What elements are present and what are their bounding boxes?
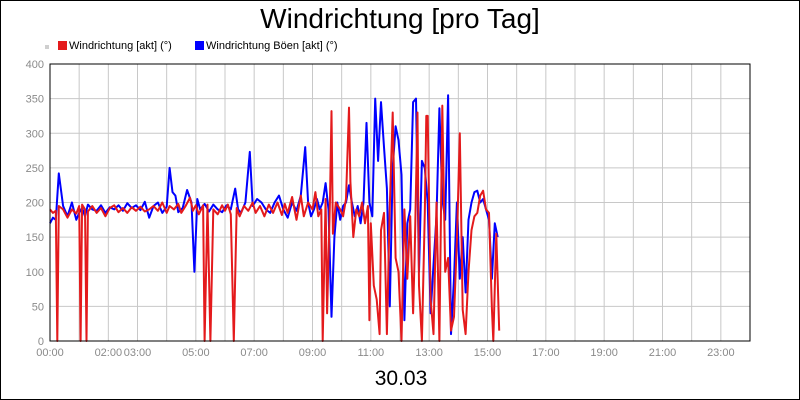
- x-tick-label: 19:00: [590, 347, 618, 359]
- legend-item-series-2: Windrichtung Böen [akt] (°): [195, 40, 338, 52]
- y-tick-label: 150: [26, 232, 44, 244]
- x-tick-label: 05:00: [182, 347, 210, 359]
- x-tick-label: 03:00: [124, 347, 152, 359]
- y-tick-label: 250: [26, 163, 44, 175]
- x-tick-label: 23:00: [707, 347, 735, 359]
- y-tick-label: 50: [32, 301, 44, 313]
- y-tick-label: 350: [26, 94, 44, 106]
- y-tick-label: 400: [26, 59, 44, 71]
- legend-swatch-series-1: [58, 41, 67, 50]
- legend-label-series-2: Windrichtung Böen [akt] (°): [206, 40, 338, 52]
- x-tick-label: 02:00: [95, 347, 123, 359]
- y-tick-label: 300: [26, 128, 44, 140]
- x-tick-label: 21:00: [649, 347, 677, 359]
- x-tick-label: 09:00: [299, 347, 327, 359]
- chart-title: Windrichtung [pro Tag]: [260, 3, 540, 34]
- date-label: 30.03: [374, 367, 428, 390]
- plot-border: [49, 63, 751, 342]
- x-tick-label: 15:00: [474, 347, 502, 359]
- y-tick-label: 200: [26, 198, 44, 210]
- x-tick-label: 11:00: [357, 347, 384, 359]
- legend-marker: [45, 45, 49, 49]
- series-line-windrichtung: [49, 104, 501, 342]
- x-tick-label: 17:00: [532, 347, 560, 359]
- legend-item-series-1: Windrichtung [akt] (°): [58, 40, 172, 52]
- x-tick-label: 07:00: [240, 347, 268, 359]
- x-tick-label: 00:00: [36, 347, 64, 359]
- y-tick-label: 0: [38, 336, 44, 348]
- y-tick-label: 100: [26, 267, 44, 279]
- legend-swatch-series-2: [195, 41, 204, 50]
- legend-label-series-1: Windrichtung [akt] (°): [69, 40, 172, 52]
- x-tick-label: 13:00: [415, 347, 443, 359]
